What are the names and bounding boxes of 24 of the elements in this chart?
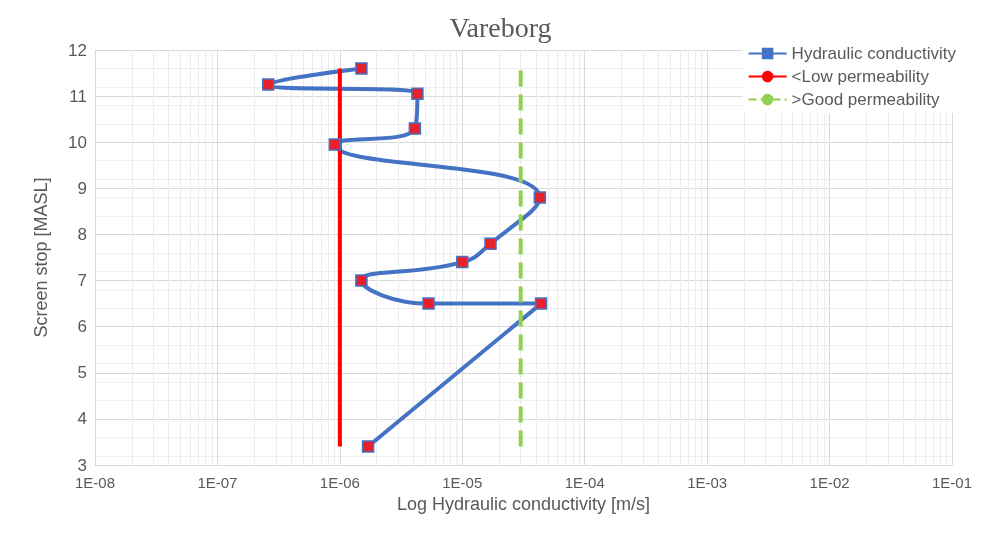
y-tick-label: 4 [77, 409, 87, 429]
y-tick-label: 7 [77, 271, 87, 291]
legend-label: <Low permeability [791, 67, 930, 86]
x-tick-label: 1E-06 [319, 474, 360, 491]
y-tick-label: 12 [68, 40, 87, 60]
y-tick-label: 10 [68, 132, 87, 152]
y-tick-label: 9 [77, 178, 87, 198]
y-tick-label: 3 [77, 455, 87, 475]
chart-title: Vareborg [449, 11, 552, 43]
x-tick-label: 1E-05 [442, 474, 483, 491]
x-tick-label: 1E-07 [197, 474, 238, 491]
y-tick-label: 11 [69, 86, 87, 106]
legend-label: >Good permeability [791, 90, 940, 109]
x-tick-label: 1E-08 [74, 474, 116, 491]
y-axis-title: Screen stop [MASL] [31, 177, 51, 338]
x-tick-label: 1E-01 [931, 474, 973, 491]
x-axis-title: Log Hydraulic conductivity [m/s] [396, 493, 651, 514]
y-tick-label: 8 [77, 224, 87, 244]
legend-label: Hydraulic conductivity [791, 44, 957, 63]
y-tick-label: 5 [77, 363, 87, 383]
x-tick-label: 1E-02 [809, 474, 850, 491]
x-tick-label: 1E-03 [687, 474, 728, 491]
x-tick-label: 1E-04 [564, 474, 605, 491]
y-tick-label: 6 [77, 317, 87, 337]
